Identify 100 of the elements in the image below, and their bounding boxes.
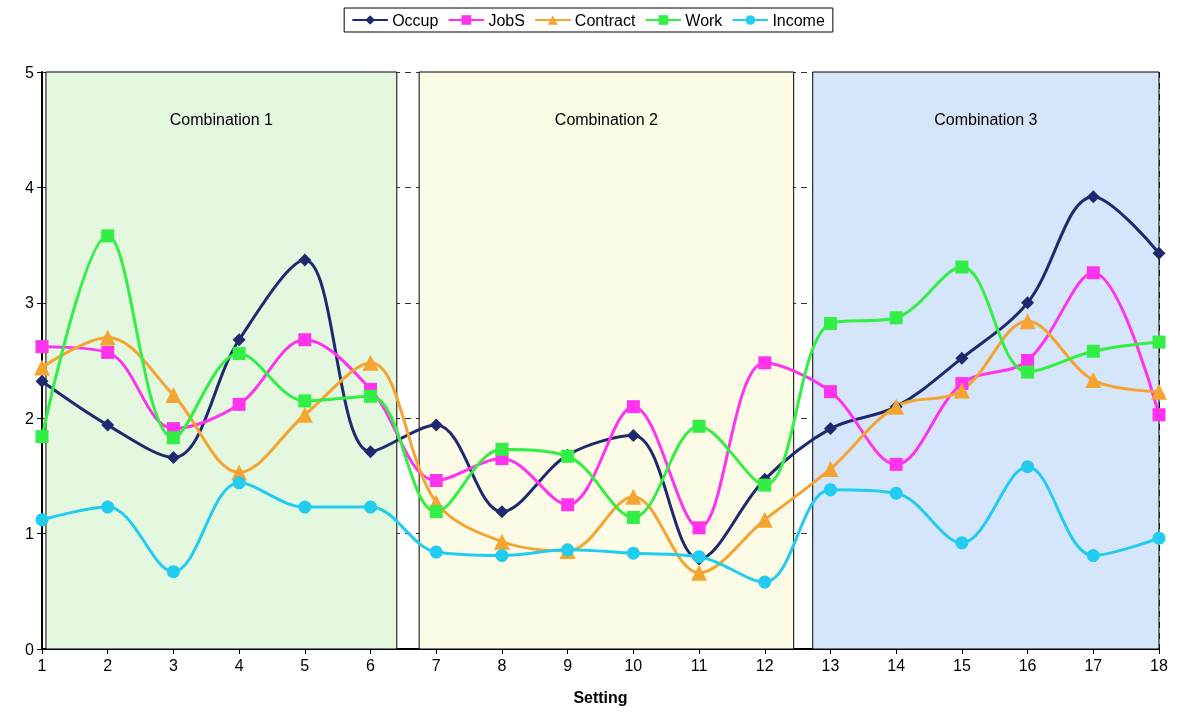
point	[429, 545, 443, 559]
x-tick-label: 12	[755, 656, 774, 674]
x-tick-label: 8	[497, 656, 507, 674]
x-tick-label: 5	[300, 656, 310, 674]
band-label: Combination 1	[169, 111, 274, 128]
x-tick-label: 15	[952, 656, 971, 674]
x-tick-label: 2	[103, 656, 113, 674]
x-tick-label: 4	[234, 656, 244, 674]
point	[626, 429, 640, 443]
x-tick-label: 11	[690, 656, 708, 674]
point	[1152, 246, 1166, 260]
point	[364, 389, 378, 403]
legend-label: Income	[772, 11, 825, 29]
point	[1086, 190, 1100, 204]
point	[1152, 531, 1166, 545]
point	[692, 521, 706, 535]
y-tick-label: 3	[25, 294, 35, 312]
point	[429, 474, 443, 488]
point	[298, 333, 312, 347]
point	[298, 394, 312, 408]
y-tick-label: 0	[25, 640, 35, 658]
point	[955, 260, 969, 274]
point	[1152, 408, 1166, 422]
point	[758, 478, 772, 492]
y-tick-label: 2	[25, 409, 35, 427]
point	[362, 354, 379, 371]
legend-label: Work	[685, 11, 724, 29]
point	[166, 450, 180, 464]
point	[34, 359, 50, 376]
x-tick-label: 17	[1084, 656, 1103, 674]
x-axis-title: Setting	[573, 688, 628, 706]
point	[166, 431, 180, 445]
point	[493, 533, 510, 550]
point	[1152, 335, 1166, 349]
point	[101, 345, 115, 359]
point	[889, 457, 903, 471]
x-tick-label: 7	[431, 656, 441, 674]
point	[296, 406, 313, 423]
x-tick-label: 1	[37, 656, 47, 674]
point	[495, 549, 509, 563]
point	[756, 511, 773, 528]
point	[1086, 266, 1100, 280]
point	[823, 317, 837, 331]
point	[955, 536, 969, 550]
point	[823, 483, 837, 497]
legend-label: JobS	[488, 11, 525, 29]
point	[1085, 372, 1102, 389]
x-tick-label: 10	[624, 656, 643, 674]
x-tick-label: 13	[821, 656, 840, 674]
point	[953, 382, 970, 399]
point	[626, 400, 640, 414]
point	[1086, 344, 1100, 358]
point	[101, 418, 115, 432]
x-tick-label: 16	[1018, 656, 1037, 674]
point	[758, 575, 772, 589]
point	[298, 253, 312, 267]
point	[232, 476, 246, 490]
x-tick-label: 14	[887, 656, 906, 674]
point	[1021, 460, 1035, 474]
x-tick-label: 18	[1150, 656, 1168, 674]
point	[692, 419, 706, 433]
point	[691, 564, 708, 581]
point	[626, 510, 640, 524]
point	[35, 374, 49, 388]
point	[889, 311, 903, 325]
y-tick-label: 4	[25, 178, 35, 196]
point	[1086, 549, 1100, 563]
point	[364, 500, 378, 514]
point	[99, 329, 116, 346]
point	[625, 488, 642, 505]
y-tick-label: 5	[25, 63, 35, 81]
point	[823, 385, 837, 399]
band-label: Combination 2	[554, 111, 659, 128]
point	[101, 500, 115, 514]
point	[758, 356, 772, 370]
point	[232, 397, 246, 411]
point	[1151, 383, 1167, 400]
point	[1021, 354, 1035, 367]
point	[1021, 365, 1035, 379]
point	[561, 498, 575, 512]
point	[822, 460, 839, 477]
point	[232, 347, 246, 361]
legend-label: Contract	[574, 11, 636, 29]
point	[35, 430, 49, 444]
point	[955, 351, 969, 365]
point	[101, 229, 115, 243]
x-tick-label: 9	[563, 656, 573, 674]
point	[35, 513, 49, 527]
point	[1021, 296, 1035, 310]
point	[1019, 313, 1036, 330]
point	[429, 505, 443, 519]
point	[35, 340, 49, 354]
point	[165, 387, 182, 404]
point	[429, 418, 443, 432]
point	[232, 333, 246, 347]
point	[364, 445, 378, 459]
point	[823, 422, 837, 436]
point	[889, 486, 903, 500]
band-label: Combination 3	[934, 111, 1038, 128]
point	[298, 500, 312, 514]
